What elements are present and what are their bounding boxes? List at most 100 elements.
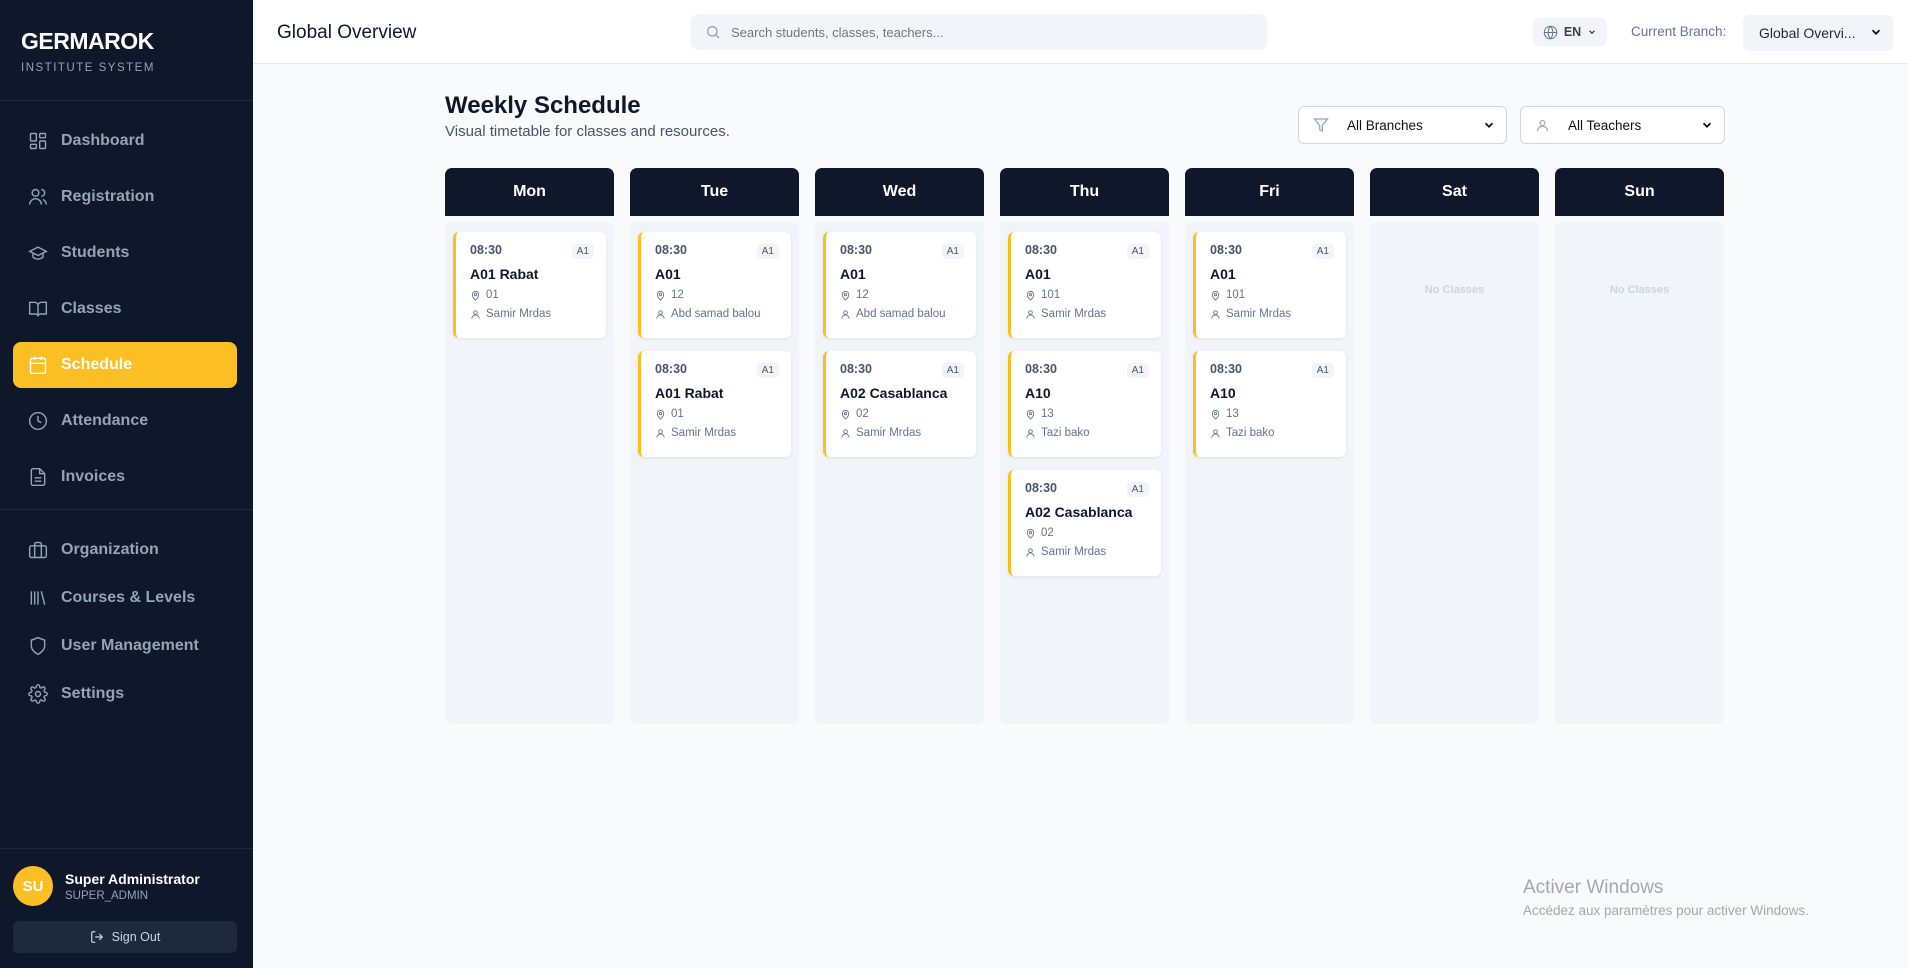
class-name: A02 Casablanca (840, 385, 948, 401)
level-badge: A1 (756, 244, 779, 259)
language-selector[interactable]: EN (1533, 18, 1607, 46)
current-branch-value: Global Overvi... (1759, 25, 1856, 41)
class-teacher: Samir Mrdas (840, 427, 964, 439)
sidebar-item-dashboard[interactable]: Dashboard (13, 118, 237, 164)
windows-activation-watermark: Activer Windows Accédez aux paramètres p… (1523, 877, 1809, 918)
current-branch-select[interactable]: Global Overvi... (1743, 15, 1893, 51)
user-profile: SU Super Administrator SUPER_ADMIN (13, 866, 200, 906)
room-number: 02 (856, 408, 869, 420)
class-card[interactable]: 08:30 A1 A10 13 Tazi bako (1193, 351, 1346, 457)
search-icon (707, 26, 720, 39)
class-time: 08:30 (1210, 362, 1242, 376)
class-name: A01 (1210, 266, 1236, 282)
class-time: 08:30 (1025, 243, 1057, 257)
sidebar-item-invoices[interactable]: Invoices (13, 454, 237, 500)
day-header: Tue (630, 168, 799, 216)
no-classes-label: No Classes (1609, 284, 1670, 296)
sidebar-item-label: Registration (61, 188, 155, 205)
class-teacher: Tazi bako (1210, 427, 1334, 439)
room-number: 01 (486, 289, 499, 301)
day-header: Wed (815, 168, 984, 216)
sidebar-item-settings[interactable]: Settings (13, 671, 237, 717)
map-pin-icon (1026, 290, 1035, 301)
sidebar-item-label: Schedule (61, 356, 133, 373)
teacher-filter-value: All Teachers (1568, 117, 1642, 133)
sidebar-item-label: Students (61, 244, 130, 261)
sidebar-item-courses-levels[interactable]: Courses & Levels (13, 575, 237, 621)
class-time: 08:30 (840, 362, 872, 376)
class-card[interactable]: 08:30 A1 A01 101 Samir Mrdas (1008, 232, 1161, 338)
users-icon (28, 188, 48, 205)
map-pin-icon (1211, 290, 1220, 301)
library-icon (30, 591, 46, 605)
sidebar-item-registration[interactable]: Registration (13, 174, 237, 220)
shield-icon (30, 636, 46, 656)
day-column-sat: Sat No Classes (1370, 168, 1539, 724)
class-card[interactable]: 08:30 A1 A02 Casablanca 02 Samir Mrdas (1008, 470, 1161, 576)
room-number: 101 (1226, 289, 1246, 301)
globe-icon (1543, 25, 1558, 39)
map-pin-icon (656, 290, 665, 301)
teacher-name: Tazi bako (1226, 427, 1275, 439)
no-classes-label: No Classes (1424, 284, 1485, 296)
class-name: A02 Casablanca (1025, 504, 1133, 520)
teacher-filter-select[interactable]: All Teachers (1520, 106, 1725, 144)
class-teacher: Tazi bako (1025, 427, 1149, 439)
map-pin-icon (471, 290, 480, 301)
class-time: 08:30 (1025, 362, 1057, 376)
sidebar-item-user-management[interactable]: User Management (13, 623, 237, 669)
class-card[interactable]: 08:30 A1 A01 12 Abd samad balou (638, 232, 791, 338)
day-body: No Classes (1555, 222, 1724, 724)
class-card[interactable]: 08:30 A1 A01 Rabat 01 Samir Mrdas (453, 232, 606, 338)
day-body: 08:30 A1 A01 12 Abd samad balou 08:30 A1… (630, 222, 799, 724)
class-time: 08:30 (840, 243, 872, 257)
gear-icon (28, 684, 48, 704)
level-badge: A1 (941, 363, 964, 378)
map-pin-icon (656, 409, 665, 420)
map-pin-icon (1026, 409, 1035, 420)
search-bar[interactable] (691, 14, 1267, 50)
class-room: 12 (840, 289, 964, 301)
sign-out-button[interactable]: Sign Out (13, 921, 237, 953)
class-card[interactable]: 08:30 A1 A02 Casablanca 02 Samir Mrdas (823, 351, 976, 457)
day-column-tue: Tue 08:30 A1 A01 12 Abd samad balou 08:3… (630, 168, 799, 724)
sidebar-item-organization[interactable]: Organization (13, 527, 237, 573)
class-time: 08:30 (655, 362, 687, 376)
level-badge: A1 (571, 244, 594, 259)
room-number: 01 (671, 408, 684, 420)
level-badge: A1 (1311, 244, 1334, 259)
level-badge: A1 (756, 363, 779, 378)
day-column-sun: Sun No Classes (1555, 168, 1724, 724)
class-room: 13 (1025, 408, 1149, 420)
class-card[interactable]: 08:30 A1 A01 101 Samir Mrdas (1193, 232, 1346, 338)
class-teacher: Samir Mrdas (470, 308, 594, 320)
divider (0, 509, 253, 510)
sidebar-item-attendance[interactable]: Attendance (13, 398, 237, 444)
graduation-cap-icon (28, 246, 48, 260)
class-card[interactable]: 08:30 A1 A10 13 Tazi bako (1008, 351, 1161, 457)
search-input[interactable] (731, 24, 1231, 40)
class-card[interactable]: 08:30 A1 A01 12 Abd samad balou (823, 232, 976, 338)
class-room: 01 (470, 289, 594, 301)
level-badge: A1 (1311, 363, 1334, 378)
branch-filter-select[interactable]: All Branches (1298, 106, 1507, 144)
teacher-name: Samir Mrdas (486, 308, 552, 320)
class-room: 02 (1025, 527, 1149, 539)
map-pin-icon (1026, 528, 1035, 539)
sidebar-item-students[interactable]: Students (13, 230, 237, 276)
sidebar-item-schedule[interactable]: Schedule (13, 342, 237, 388)
sidebar-item-classes[interactable]: Classes (13, 286, 237, 332)
day-body: 08:30 A1 A01 101 Samir Mrdas 08:30 A1 A1… (1000, 222, 1169, 724)
class-teacher: Samir Mrdas (1025, 308, 1149, 320)
day-body: No Classes (1370, 222, 1539, 724)
level-badge: A1 (941, 244, 964, 259)
sidebar-item-label: Attendance (61, 412, 149, 429)
current-branch-label: Current Branch: (1631, 24, 1727, 39)
sidebar: GERMAROK INSTITUTE SYSTEM Dashboard Regis… (0, 0, 253, 968)
class-card[interactable]: 08:30 A1 A01 Rabat 01 Samir Mrdas (638, 351, 791, 457)
briefcase-icon (28, 541, 48, 559)
teacher-name: Samir Mrdas (856, 427, 922, 439)
day-header: Sun (1555, 168, 1724, 216)
teacher-name: Samir Mrdas (1226, 308, 1292, 320)
user-role: SUPER_ADMIN (65, 889, 149, 902)
